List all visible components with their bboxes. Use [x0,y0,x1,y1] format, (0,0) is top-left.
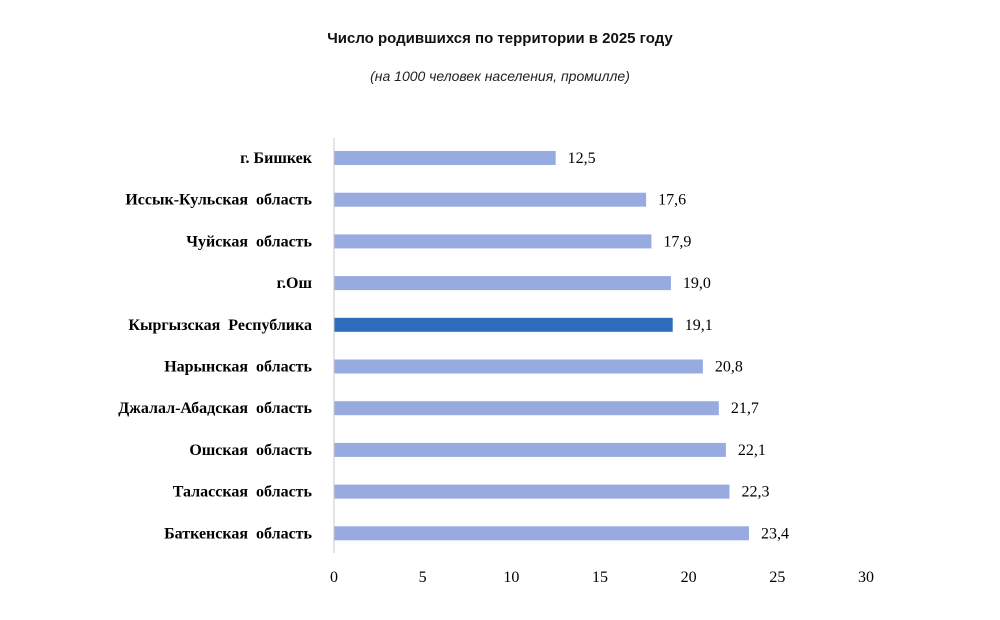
bar [334,317,673,332]
data-label: 21,7 [731,400,759,417]
bar [334,151,556,165]
x-axis-ticks: 0 5 10 15 20 25 30 [330,569,874,586]
category-label: Джалал-Абадская область [118,400,312,417]
category-label: Ошская область [189,442,312,459]
category-label: Баткенская область [164,525,312,542]
bar [334,484,730,499]
category-label: Иссык-Кульская область [125,192,312,209]
data-label: 23,4 [761,525,789,542]
category-label: Таласская область [173,484,313,501]
x-tick-label: 30 [858,569,874,586]
x-tick-label: 25 [769,569,785,586]
data-label: 20,8 [715,359,743,376]
bar [334,526,749,541]
value-labels: 12,5 17,6 17,9 19,0 19,1 20,8 21,7 22,1 22,3 23,4 [568,150,789,542]
category-label: Чуйская область [186,233,312,250]
data-label: 19,1 [685,317,713,334]
bar [334,234,652,249]
category-label: Нарынская область [164,359,312,376]
data-label: 19,0 [683,275,711,292]
bar [334,401,719,416]
x-tick-label: 20 [681,569,697,586]
data-label: 22,1 [738,442,766,459]
chart-subtitle: (на 1000 человек населения, промилле) [370,68,630,84]
data-label: 22,3 [741,484,769,501]
data-label: 17,6 [658,192,686,209]
bar [334,276,671,291]
bars [334,151,749,541]
category-label: г.Ош [277,275,313,292]
data-label: 17,9 [663,233,691,250]
x-tick-label: 0 [330,569,338,586]
category-label: Кыргызская Республика [128,317,312,334]
bar [334,442,726,457]
data-label: 12,5 [568,150,596,167]
chart-title: Число родившихся по территории в 2025 го… [327,30,673,47]
bar [334,359,703,374]
category-label: г. Бишкек [240,150,313,167]
bar [334,192,647,207]
x-tick-label: 15 [592,569,608,586]
x-tick-label: 5 [419,569,427,586]
x-tick-label: 10 [503,569,519,586]
category-labels: г. Бишкек Иссык-Кульская область Чуйская о… [118,150,313,542]
